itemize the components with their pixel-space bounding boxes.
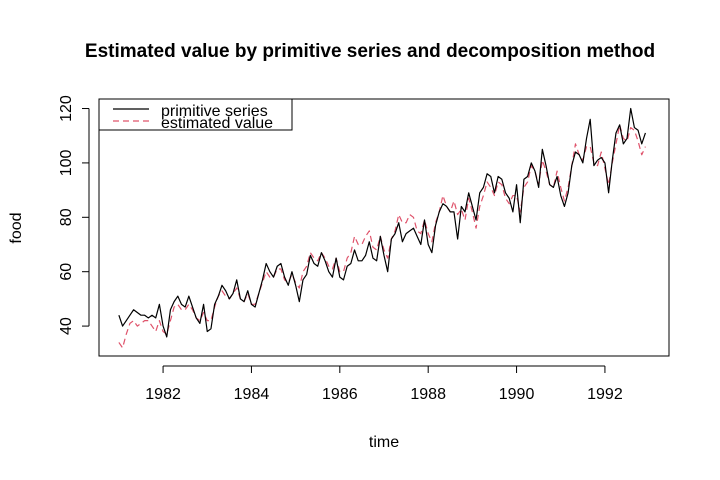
series-line-primitive <box>118 107 646 338</box>
y-tick-label: 60 <box>58 263 75 281</box>
plot-frame <box>98 98 670 357</box>
y-tick-label: 80 <box>58 208 75 226</box>
y-tick-label: 100 <box>58 149 75 176</box>
chart-title: Estimated value by primitive series and … <box>85 41 655 62</box>
plot-lines <box>118 107 646 349</box>
y-tick-label: 120 <box>58 95 75 122</box>
series-line-estimated <box>118 124 646 349</box>
legend-label-primitive: primitive series <box>161 103 268 120</box>
legend-label-estimated: estimated value <box>161 115 273 132</box>
x-tick-label: 1986 <box>322 386 358 403</box>
x-tick-label: 1992 <box>587 386 623 403</box>
y-tick-label: 40 <box>58 317 75 335</box>
legend: primitive series estimated value <box>98 98 293 132</box>
x-tick-label: 1990 <box>499 386 535 403</box>
x-axis: 1982 1984 1986 1988 1990 1992 <box>145 365 623 403</box>
x-tick-label: 1984 <box>234 386 270 403</box>
x-tick-label: 1982 <box>145 386 181 403</box>
x-tick-label: 1988 <box>410 386 446 403</box>
y-axis: 40 60 80 100 120 <box>58 95 90 335</box>
x-axis-label: time <box>369 434 399 451</box>
legend-box <box>98 98 293 131</box>
y-axis-label: food <box>8 212 25 243</box>
